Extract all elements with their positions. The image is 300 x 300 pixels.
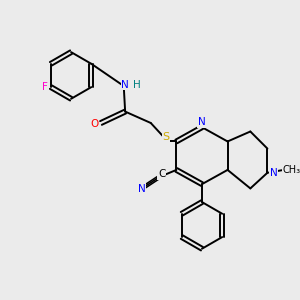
Text: N: N: [121, 80, 129, 90]
Text: N: N: [198, 117, 206, 127]
Text: F: F: [42, 82, 48, 92]
Text: C: C: [158, 169, 165, 179]
Text: CH₃: CH₃: [282, 165, 300, 175]
Text: N: N: [138, 184, 146, 194]
Text: N: N: [270, 168, 278, 178]
Text: O: O: [91, 119, 99, 129]
Text: S: S: [162, 132, 169, 142]
Text: H: H: [133, 80, 141, 90]
